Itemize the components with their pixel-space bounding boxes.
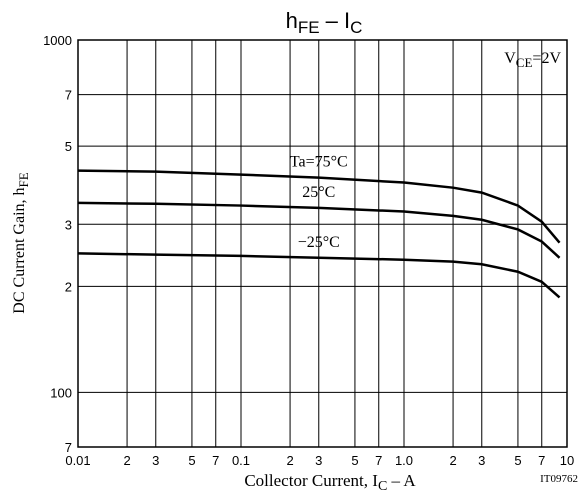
title-part: – I	[320, 8, 351, 33]
y-tick-label: 7	[65, 440, 72, 455]
annotation-part: =2V	[532, 50, 561, 67]
x-label-part: C	[378, 479, 387, 494]
y-label-part: FE	[16, 172, 31, 187]
curve-label: −25°C	[298, 234, 340, 251]
title-part: FE	[298, 18, 320, 37]
y-tick-label: 100	[50, 385, 72, 400]
title-part: C	[350, 18, 362, 37]
x-tick-label: 2	[286, 453, 293, 468]
x-tick-label: 3	[478, 453, 485, 468]
annotation: VCE=2V	[504, 50, 561, 70]
x-tick-label: 1.0	[395, 453, 413, 468]
x-tick-label: 10	[560, 453, 574, 468]
x-tick-label: 0.1	[232, 453, 250, 468]
series-line	[77, 252, 561, 299]
annotation-part: CE	[516, 55, 533, 70]
x-tick-label: 7	[538, 453, 545, 468]
y-label-part: DC Current Gain, h	[11, 187, 28, 313]
x-tick-label: 3	[315, 453, 322, 468]
x-label-part: Collector Current, I	[244, 471, 378, 490]
plot-frame	[77, 39, 568, 448]
curve-label: 25°C	[302, 184, 335, 201]
x-tick-label: 5	[351, 453, 358, 468]
x-tick-label: 5	[188, 453, 195, 468]
x-tick-label: 2	[449, 453, 456, 468]
series-line	[77, 201, 561, 259]
annotation-part: V	[504, 50, 516, 67]
y-axis-label: DC Current Gain, hFE	[11, 172, 31, 313]
y-tick-label: 2	[65, 279, 72, 294]
x-tick-label: 5	[514, 453, 521, 468]
x-tick-label: 7	[375, 453, 382, 468]
x-tick-label: 3	[152, 453, 159, 468]
y-tick-label: 5	[65, 139, 72, 154]
x-tick-label: 2	[123, 453, 130, 468]
x-tick-label: 0.01	[65, 453, 90, 468]
y-tick-label: 1000	[43, 33, 72, 48]
series-line	[77, 169, 561, 244]
figure-code: IT09762	[540, 473, 578, 485]
curve-label: Ta=75°C	[290, 154, 348, 171]
chart-title: hFE – IC	[286, 8, 363, 37]
title-part: h	[286, 8, 298, 33]
x-axis-label: Collector Current, IC – A	[244, 471, 416, 494]
x-label-part: – A	[387, 471, 416, 490]
y-tick-label: 7	[65, 88, 72, 103]
x-tick-label: 7	[212, 453, 219, 468]
y-tick-label: 3	[65, 217, 72, 232]
